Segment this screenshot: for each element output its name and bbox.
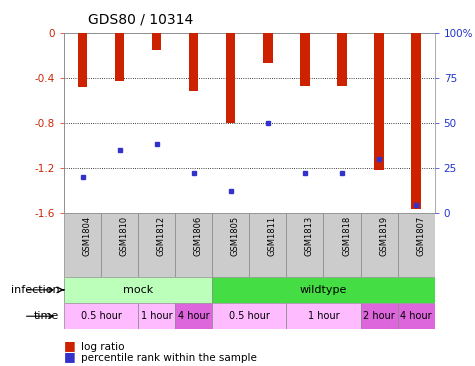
Text: GSM1818: GSM1818 [342,216,351,256]
Bar [398,213,435,277]
Text: GSM1804: GSM1804 [83,216,92,256]
Bar [323,213,361,277]
Text: GSM1819: GSM1819 [379,216,388,256]
Text: mock: mock [123,285,153,295]
Bar [138,303,175,329]
Text: wildtype: wildtype [300,285,347,295]
Bar [374,33,384,170]
Bar [152,33,162,50]
Bar [64,213,101,277]
Text: percentile rank within the sample: percentile rank within the sample [81,352,256,363]
Bar [300,33,310,86]
Bar [212,277,435,303]
Bar [286,303,361,329]
Text: GSM1806: GSM1806 [194,216,203,256]
Text: 2 hour: 2 hour [363,311,395,321]
Bar [78,33,87,87]
Bar [212,213,249,277]
Text: GSM1810: GSM1810 [120,216,129,256]
Bar [64,303,138,329]
Bar [249,213,286,277]
Bar [361,303,398,329]
Bar [226,33,236,123]
Text: log ratio: log ratio [81,341,124,352]
Bar [361,213,398,277]
Text: GSM1805: GSM1805 [231,216,240,256]
Bar [101,213,138,277]
Text: 4 hour: 4 hour [178,311,209,321]
Text: 1 hour: 1 hour [141,311,172,321]
Bar [411,33,421,209]
Bar [189,33,199,92]
Bar [175,303,212,329]
Text: ■: ■ [64,350,76,363]
Text: 0.5 hour: 0.5 hour [81,311,122,321]
Text: ■: ■ [64,339,76,352]
Text: time: time [34,311,59,321]
Text: 4 hour: 4 hour [400,311,432,321]
Bar [115,33,124,81]
Bar [64,277,212,303]
Text: 1 hour: 1 hour [308,311,339,321]
Text: infection: infection [11,285,59,295]
Text: GSM1812: GSM1812 [157,216,166,256]
Bar [337,33,347,86]
Text: GDS80 / 10314: GDS80 / 10314 [88,13,193,27]
Text: 0.5 hour: 0.5 hour [229,311,270,321]
Text: GSM1813: GSM1813 [305,216,314,256]
Bar [138,213,175,277]
Bar [286,213,323,277]
Bar [263,33,273,63]
Bar [212,303,286,329]
Text: GSM1807: GSM1807 [416,216,425,256]
Bar [398,303,435,329]
Bar [175,213,212,277]
Text: GSM1811: GSM1811 [268,216,277,256]
